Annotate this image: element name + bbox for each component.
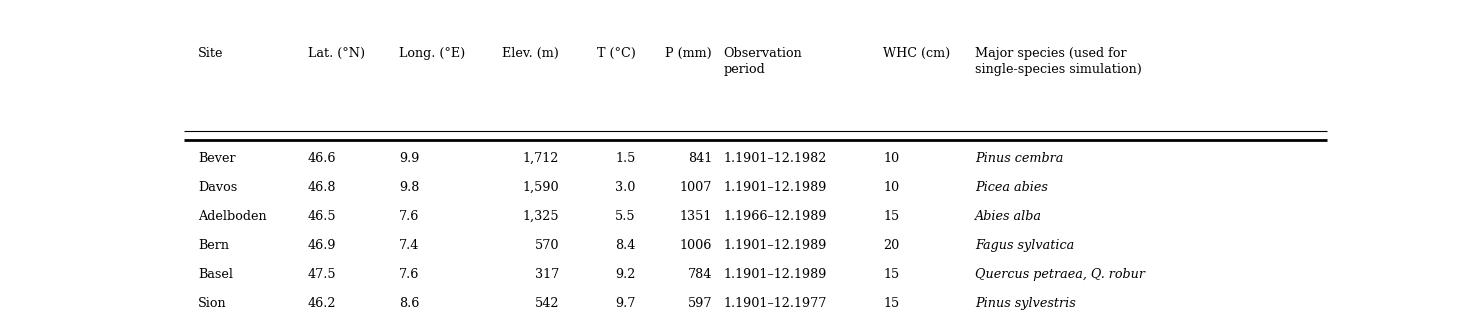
Text: Quercus petraea, Q. robur: Quercus petraea, Q. robur xyxy=(974,268,1145,281)
Text: Fagus sylvatica: Fagus sylvatica xyxy=(974,239,1075,252)
Text: Sion: Sion xyxy=(198,297,227,310)
Text: 46.6: 46.6 xyxy=(308,152,336,165)
Text: Basel: Basel xyxy=(198,268,233,281)
Text: 1.1901–12.1989: 1.1901–12.1989 xyxy=(724,239,827,252)
Text: 20: 20 xyxy=(883,239,899,252)
Text: 8.6: 8.6 xyxy=(399,297,420,310)
Text: 1.1901–12.1989: 1.1901–12.1989 xyxy=(724,181,827,194)
Text: 542: 542 xyxy=(535,297,559,310)
Text: Bever: Bever xyxy=(198,152,236,165)
Text: 1.1901–12.1989: 1.1901–12.1989 xyxy=(724,268,827,281)
Text: Bern: Bern xyxy=(198,239,228,252)
Text: 8.4: 8.4 xyxy=(615,239,635,252)
Text: 7.4: 7.4 xyxy=(399,239,420,252)
Text: 1351: 1351 xyxy=(680,210,712,223)
Text: Adelboden: Adelboden xyxy=(198,210,267,223)
Text: P (mm): P (mm) xyxy=(665,47,712,60)
Text: 46.8: 46.8 xyxy=(308,181,336,194)
Text: 1,590: 1,590 xyxy=(522,181,559,194)
Text: 10: 10 xyxy=(883,152,899,165)
Text: WHC (cm): WHC (cm) xyxy=(883,47,951,60)
Text: 5.5: 5.5 xyxy=(615,210,635,223)
Text: T (°C): T (°C) xyxy=(597,47,635,60)
Text: 570: 570 xyxy=(535,239,559,252)
Text: 9.9: 9.9 xyxy=(399,152,420,165)
Text: 841: 841 xyxy=(688,152,712,165)
Text: Major species (used for
single-species simulation): Major species (used for single-species s… xyxy=(974,47,1142,76)
Text: 1006: 1006 xyxy=(680,239,712,252)
Text: 7.6: 7.6 xyxy=(399,210,420,223)
Text: 46.5: 46.5 xyxy=(308,210,336,223)
Text: 15: 15 xyxy=(883,268,899,281)
Text: Pinus cembra: Pinus cembra xyxy=(974,152,1063,165)
Text: 15: 15 xyxy=(883,297,899,310)
Text: Lat. (°N): Lat. (°N) xyxy=(308,47,364,60)
Text: Elev. (m): Elev. (m) xyxy=(503,47,559,60)
Text: 1.1966–12.1989: 1.1966–12.1989 xyxy=(724,210,827,223)
Text: 9.2: 9.2 xyxy=(615,268,635,281)
Text: 1.5: 1.5 xyxy=(615,152,635,165)
Text: 1,325: 1,325 xyxy=(522,210,559,223)
Text: 46.9: 46.9 xyxy=(308,239,336,252)
Text: 9.8: 9.8 xyxy=(399,181,420,194)
Text: 597: 597 xyxy=(687,297,712,310)
Text: Davos: Davos xyxy=(198,181,237,194)
Text: 1.1901–12.1982: 1.1901–12.1982 xyxy=(724,152,827,165)
Text: Long. (°E): Long. (°E) xyxy=(399,47,466,60)
Text: 3.0: 3.0 xyxy=(615,181,635,194)
Text: 9.7: 9.7 xyxy=(615,297,635,310)
Text: Pinus sylvestris: Pinus sylvestris xyxy=(974,297,1076,310)
Text: 1,712: 1,712 xyxy=(523,152,559,165)
Text: Abies alba: Abies alba xyxy=(974,210,1042,223)
Text: 7.6: 7.6 xyxy=(399,268,420,281)
Text: Picea abies: Picea abies xyxy=(974,181,1048,194)
Text: 15: 15 xyxy=(883,210,899,223)
Text: Site: Site xyxy=(198,47,224,60)
Text: 46.2: 46.2 xyxy=(308,297,336,310)
Text: 784: 784 xyxy=(688,268,712,281)
Text: 317: 317 xyxy=(535,268,559,281)
Text: 1.1901–12.1977: 1.1901–12.1977 xyxy=(724,297,827,310)
Text: 10: 10 xyxy=(883,181,899,194)
Text: Observation
period: Observation period xyxy=(724,47,802,76)
Text: 1007: 1007 xyxy=(680,181,712,194)
Text: 47.5: 47.5 xyxy=(308,268,336,281)
